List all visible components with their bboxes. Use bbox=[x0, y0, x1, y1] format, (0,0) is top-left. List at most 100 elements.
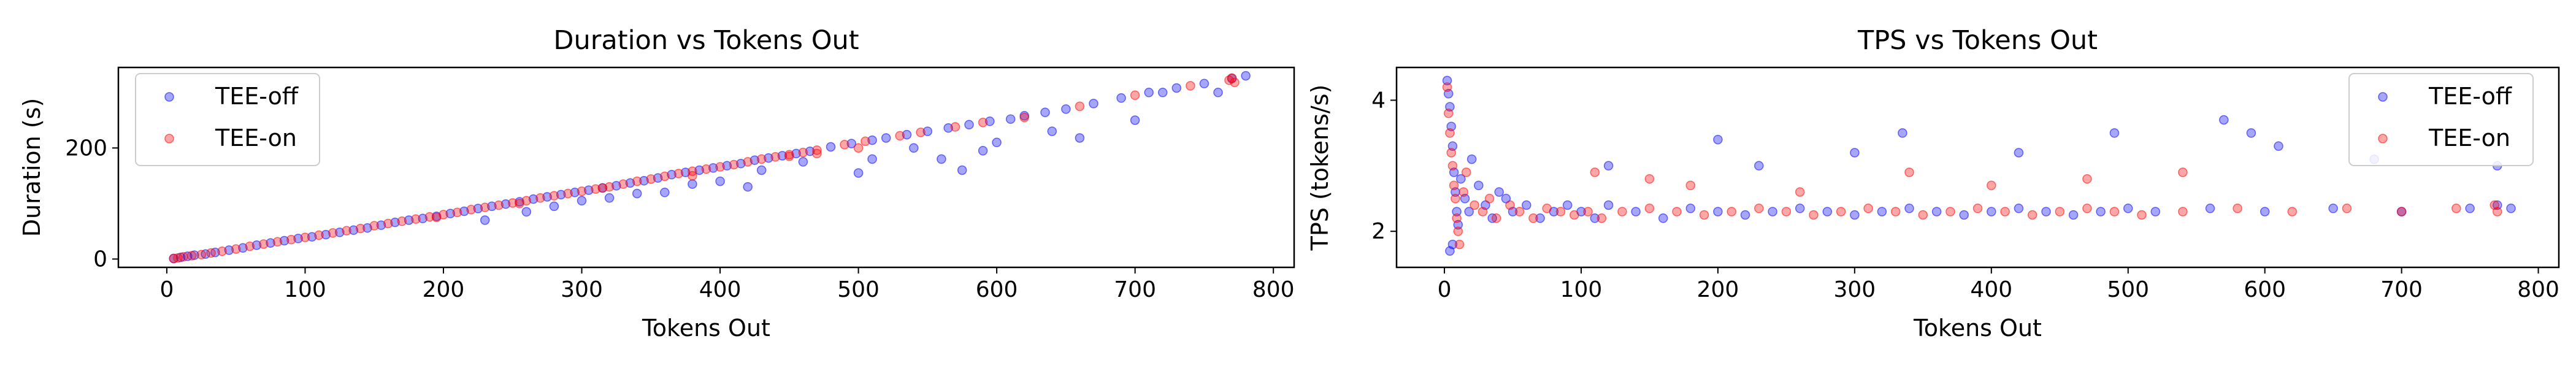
data-point bbox=[743, 182, 753, 192]
data-point bbox=[861, 136, 870, 147]
data-point bbox=[1040, 107, 1050, 118]
y-tick-label: 2 bbox=[1371, 219, 1386, 244]
data-point bbox=[500, 199, 511, 209]
x-tick-label: 0 bbox=[159, 277, 174, 302]
x-tick-label: 100 bbox=[284, 277, 326, 302]
series-tee-off bbox=[1442, 75, 2516, 256]
data-point bbox=[729, 159, 739, 170]
data-point bbox=[867, 135, 877, 145]
data-point bbox=[1959, 210, 1969, 220]
legend-label: TEE-off bbox=[215, 83, 299, 110]
data-point bbox=[1230, 77, 1240, 88]
data-point bbox=[577, 186, 587, 196]
data-point bbox=[459, 206, 469, 216]
data-point bbox=[902, 129, 912, 140]
data-point bbox=[2137, 210, 2147, 220]
data-point bbox=[1213, 88, 1223, 98]
x-tick-label: 300 bbox=[561, 277, 603, 302]
x-tick-label: 200 bbox=[1697, 277, 1739, 302]
data-point bbox=[1850, 148, 1860, 158]
data-point bbox=[1781, 207, 1792, 216]
data-point bbox=[293, 234, 303, 243]
data-point bbox=[2082, 204, 2092, 213]
data-point bbox=[1987, 207, 1996, 216]
data-point bbox=[2246, 128, 2256, 138]
data-point bbox=[300, 232, 310, 242]
data-point bbox=[1452, 213, 1462, 223]
data-point bbox=[1019, 112, 1029, 123]
data-point bbox=[937, 154, 946, 164]
data-point bbox=[549, 191, 559, 201]
data-point bbox=[1583, 207, 1593, 216]
data-point bbox=[2082, 174, 2092, 184]
data-point bbox=[577, 196, 587, 206]
data-point bbox=[439, 210, 448, 220]
data-point bbox=[1562, 200, 1573, 210]
data-point bbox=[307, 232, 317, 242]
data-point bbox=[604, 182, 615, 192]
data-point bbox=[342, 226, 351, 235]
data-point bbox=[217, 246, 227, 256]
data-point bbox=[604, 193, 615, 203]
data-point bbox=[1727, 207, 1736, 216]
y-tick-label: 0 bbox=[93, 247, 107, 272]
data-point bbox=[549, 201, 559, 212]
data-point bbox=[355, 223, 366, 234]
data-point bbox=[715, 176, 725, 186]
data-point bbox=[2260, 207, 2270, 216]
data-point bbox=[715, 162, 725, 172]
legend-label: TEE-on bbox=[215, 124, 297, 151]
data-point bbox=[957, 165, 967, 175]
legend-label: TEE-off bbox=[2428, 83, 2512, 110]
data-point bbox=[597, 183, 608, 193]
data-point bbox=[798, 147, 808, 158]
x-tick-label: 600 bbox=[2244, 277, 2286, 302]
data-point bbox=[445, 208, 456, 218]
data-point bbox=[473, 204, 483, 213]
data-point bbox=[1685, 180, 1696, 191]
data-point bbox=[660, 171, 670, 182]
data-point bbox=[2287, 207, 2298, 216]
data-point bbox=[2014, 148, 2024, 158]
data-point bbox=[1130, 90, 1140, 101]
data-point bbox=[1514, 207, 1525, 216]
data-point bbox=[186, 251, 197, 261]
data-point bbox=[2342, 204, 2352, 213]
data-point bbox=[335, 228, 345, 237]
data-point bbox=[922, 126, 933, 136]
data-point bbox=[2274, 141, 2283, 151]
data-point bbox=[1603, 200, 1614, 210]
data-point bbox=[701, 164, 711, 174]
x-axis-label: Tokens Out bbox=[1913, 315, 2042, 342]
data-point bbox=[411, 214, 421, 224]
data-point bbox=[1713, 134, 1723, 145]
data-point bbox=[1443, 109, 1454, 118]
data-point bbox=[1644, 204, 1655, 213]
data-point bbox=[1754, 204, 1764, 213]
data-point bbox=[1470, 200, 1479, 210]
x-tick-label: 400 bbox=[1970, 277, 2012, 302]
data-point bbox=[798, 157, 808, 167]
data-point bbox=[1456, 174, 1466, 184]
x-tick-label: 700 bbox=[1114, 277, 1156, 302]
data-point bbox=[178, 252, 188, 262]
data-point bbox=[1987, 180, 1996, 191]
data-point bbox=[867, 154, 877, 164]
data-point bbox=[1898, 128, 1907, 138]
data-point bbox=[791, 148, 801, 159]
data-point bbox=[826, 142, 836, 152]
data-point bbox=[321, 229, 331, 240]
data-point bbox=[1555, 207, 1566, 216]
data-point bbox=[1447, 239, 1458, 250]
data-point bbox=[2506, 204, 2516, 213]
y-tick-label: 200 bbox=[65, 136, 107, 161]
data-point bbox=[266, 238, 275, 248]
data-point bbox=[1484, 194, 1495, 204]
data-point bbox=[1699, 210, 1709, 220]
data-point bbox=[1795, 187, 1805, 197]
legend-marker bbox=[164, 92, 174, 102]
data-point bbox=[1061, 104, 1071, 114]
data-point bbox=[853, 168, 864, 178]
